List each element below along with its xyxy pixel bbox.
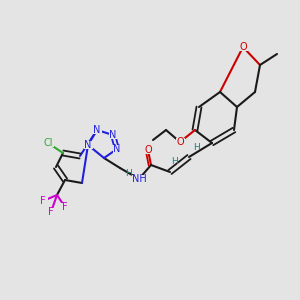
Bar	[143, 146, 152, 154]
Text: N: N	[93, 125, 101, 135]
Bar	[92, 126, 101, 134]
Bar	[42, 139, 54, 147]
Bar	[61, 203, 70, 211]
Text: F: F	[40, 196, 46, 206]
Text: F: F	[62, 202, 68, 212]
Text: N: N	[84, 140, 92, 150]
Text: N: N	[113, 144, 121, 154]
Text: O: O	[239, 42, 247, 52]
Text: F: F	[48, 207, 54, 217]
Bar	[176, 138, 184, 146]
Text: H: H	[194, 143, 200, 152]
Text: O: O	[144, 145, 152, 155]
Bar	[46, 208, 56, 216]
Bar	[238, 43, 247, 51]
Text: H: H	[124, 169, 131, 178]
Bar	[83, 141, 92, 149]
Bar	[132, 175, 146, 183]
Bar	[109, 131, 118, 139]
Bar	[112, 145, 122, 153]
Text: N: N	[109, 130, 117, 140]
Text: NH: NH	[132, 174, 146, 184]
Text: O: O	[176, 137, 184, 147]
Bar	[38, 197, 47, 205]
Text: H: H	[172, 157, 178, 166]
Text: Cl: Cl	[43, 138, 53, 148]
